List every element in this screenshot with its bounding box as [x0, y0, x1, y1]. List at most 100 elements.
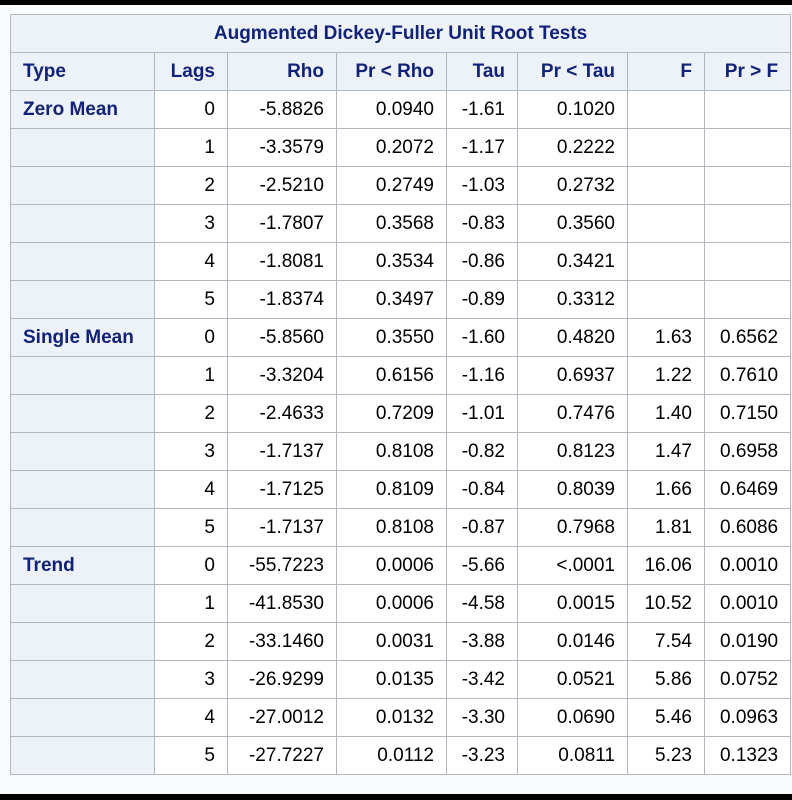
table-cell: -41.8530 — [227, 584, 337, 623]
table-cell: -1.8081 — [227, 242, 337, 281]
table-cell: 3 — [154, 660, 228, 699]
table-cell: 0.8123 — [517, 432, 628, 471]
table-cell: 0 — [154, 546, 228, 585]
row-header-type — [10, 166, 155, 205]
table-cell: 0.8039 — [517, 470, 628, 509]
row-header-type: Single Mean — [10, 318, 155, 357]
table-cell: 16.06 — [627, 546, 705, 585]
table-cell: 2 — [154, 394, 228, 433]
table-cell: 0.7476 — [517, 394, 628, 433]
table-cell: 0 — [154, 318, 228, 357]
table-cell: -27.7227 — [227, 736, 337, 775]
row-header-type — [10, 204, 155, 243]
table-cell: -0.89 — [446, 280, 518, 319]
table-cell: 0.3560 — [517, 204, 628, 243]
column-header-pr-tau: Pr < Tau — [517, 52, 628, 91]
table-cell: -3.23 — [446, 736, 518, 775]
table-cell: -1.60 — [446, 318, 518, 357]
column-header-pr-f: Pr > F — [703, 52, 792, 91]
table-cell: 1.66 — [627, 470, 705, 509]
table-cell: -5.66 — [446, 546, 518, 585]
table-cell: -3.3204 — [227, 356, 337, 395]
table-cell: 0.8108 — [336, 432, 447, 471]
table-cell: -4.58 — [446, 584, 518, 623]
bottom-frame-bar — [0, 794, 792, 800]
table-cell — [703, 204, 792, 243]
table-row: 4 -1.8081 0.3534 -0.86 0.3421 — [10, 242, 792, 281]
row-header-type — [10, 242, 155, 281]
column-header-f: F — [627, 52, 705, 91]
table-row: 5 -1.8374 0.3497 -0.89 0.3312 — [10, 280, 792, 319]
row-header-type — [10, 128, 155, 167]
table-cell: 0.6958 — [703, 432, 792, 471]
table-cell: 0.3568 — [336, 204, 447, 243]
table-cell: 4 — [154, 698, 228, 737]
table-cell: 0.0112 — [336, 736, 447, 775]
table-cell: 0.6156 — [336, 356, 447, 395]
table-cell: -1.7807 — [227, 204, 337, 243]
table-cell: 0.3312 — [517, 280, 628, 319]
row-header-type — [10, 736, 155, 775]
table-cell: 5 — [154, 280, 228, 319]
table-cell — [703, 242, 792, 281]
row-header-type — [10, 356, 155, 395]
table-cell: 4 — [154, 242, 228, 281]
table-cell — [627, 242, 705, 281]
row-header-type — [10, 470, 155, 509]
table-row: Single Mean 0 -5.8560 0.3550 -1.60 0.4820 1.63… — [10, 318, 792, 357]
table-cell: -26.9299 — [227, 660, 337, 699]
table-cell: -2.4633 — [227, 394, 337, 433]
column-header-type: Type — [10, 52, 155, 91]
table-row: 2 -2.5210 0.2749 -1.03 0.2732 — [10, 166, 792, 205]
column-header-pr-rho: Pr < Rho — [336, 52, 447, 91]
table-cell: -3.42 — [446, 660, 518, 699]
row-header-type — [10, 584, 155, 623]
row-header-type — [10, 698, 155, 737]
table-cell: 5 — [154, 508, 228, 547]
table-row: 3 -26.9299 0.0135 -3.42 0.0521 5.86 0.0752 — [10, 660, 792, 699]
table-row: 4 -1.7125 0.8109 -0.84 0.8039 1.66 0.6469 — [10, 470, 792, 509]
row-header-type — [10, 622, 155, 661]
table-cell: 2 — [154, 622, 228, 661]
table-cell: -5.8826 — [227, 90, 337, 129]
table-cell — [703, 128, 792, 167]
table-cell — [703, 166, 792, 205]
table-cell: 0.0752 — [703, 660, 792, 699]
table-cell: 5.23 — [627, 736, 705, 775]
table-cell: 0.7610 — [703, 356, 792, 395]
table-cell: -1.7137 — [227, 508, 337, 547]
row-header-type: Trend — [10, 546, 155, 585]
table-cell: 0.1323 — [703, 736, 792, 775]
table-cell: 0.0811 — [517, 736, 628, 775]
table-cell: -3.3579 — [227, 128, 337, 167]
table-cell: 0.6469 — [703, 470, 792, 509]
table-cell — [703, 280, 792, 319]
table-cell: 5.86 — [627, 660, 705, 699]
table-cell: -1.7125 — [227, 470, 337, 509]
table-cell: 0.3534 — [336, 242, 447, 281]
table-cell: -0.84 — [446, 470, 518, 509]
table-row: Trend 0 -55.7223 0.0006 -5.66 <.0001 16.06 0.00… — [10, 546, 792, 585]
table-row: 1 -41.8530 0.0006 -4.58 0.0015 10.52 0.0010 — [10, 584, 792, 623]
table-cell: 0 — [154, 90, 228, 129]
table-row: 5 -1.7137 0.8108 -0.87 0.7968 1.81 0.6086 — [10, 508, 792, 547]
table-cell: -1.16 — [446, 356, 518, 395]
table-cell: -1.01 — [446, 394, 518, 433]
table-cell: 1 — [154, 128, 228, 167]
table-cell: 0.8108 — [336, 508, 447, 547]
table-cell — [627, 90, 705, 129]
table-row: 5 -27.7227 0.0112 -3.23 0.0811 5.23 0.1323 — [10, 736, 792, 775]
column-header-lags: Lags — [154, 52, 228, 91]
table-cell — [627, 128, 705, 167]
table-row: 2 -33.1460 0.0031 -3.88 0.0146 7.54 0.0190 — [10, 622, 792, 661]
table-cell: 3 — [154, 204, 228, 243]
table-cell: 0.3497 — [336, 280, 447, 319]
table-cell: 0.2222 — [517, 128, 628, 167]
table-row: 3 -1.7137 0.8108 -0.82 0.8123 1.47 0.6958 — [10, 432, 792, 471]
table-cell: 2 — [154, 166, 228, 205]
table-cell: -5.8560 — [227, 318, 337, 357]
table-cell: 0.2749 — [336, 166, 447, 205]
column-header-row: Type Lags Rho Pr < Rho Tau Pr < Tau F Pr > F — [10, 52, 792, 91]
table-cell — [627, 204, 705, 243]
table-row: 1 -3.3579 0.2072 -1.17 0.2222 — [10, 128, 792, 167]
